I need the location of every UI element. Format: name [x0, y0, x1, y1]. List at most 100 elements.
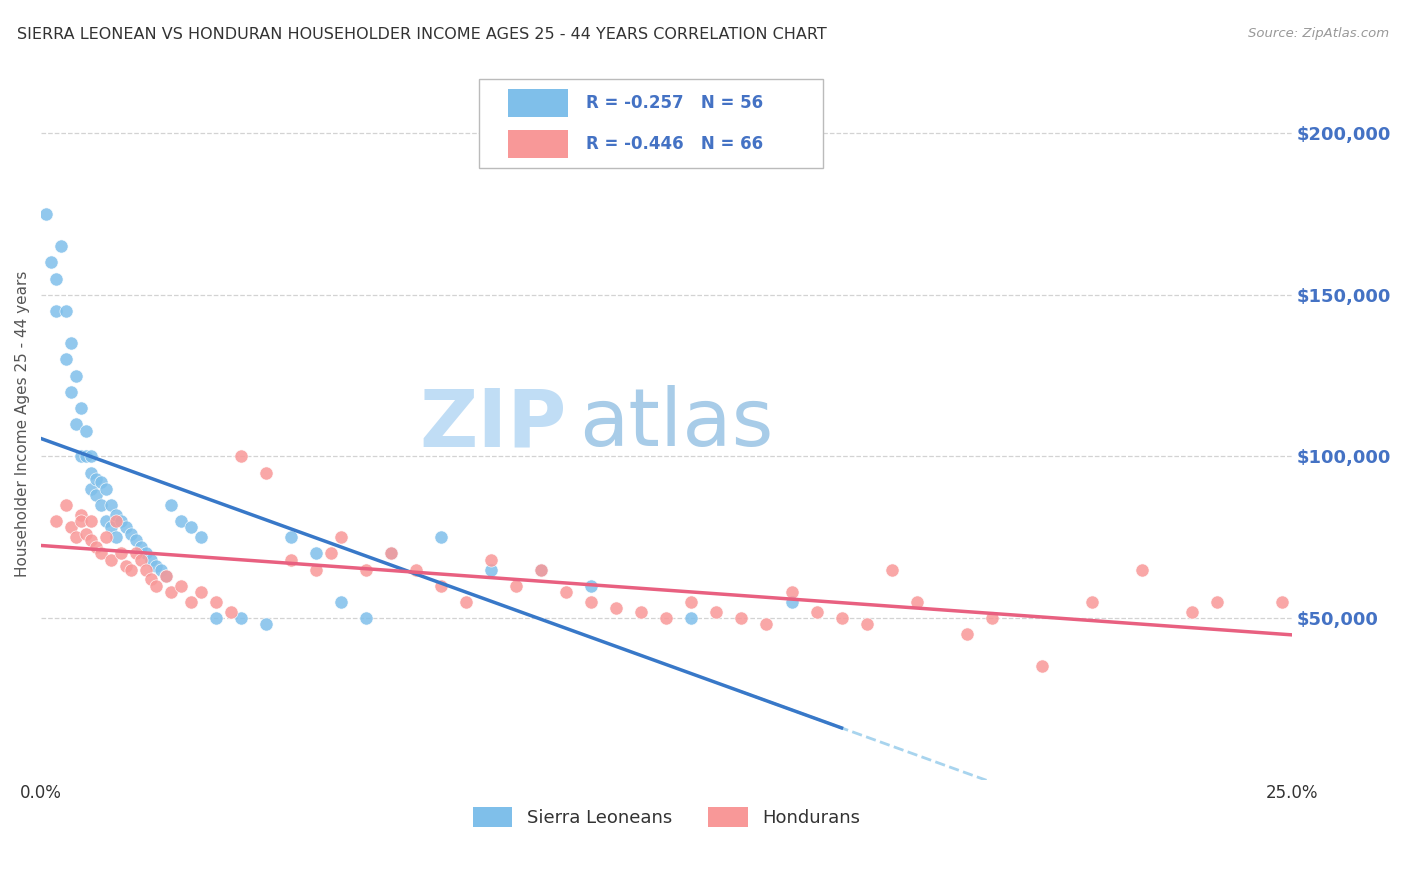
- Point: [60, 336, 83, 351]
- Point: [120, 562, 142, 576]
- Point: [730, 611, 752, 625]
- Point: [1205, 595, 1227, 609]
- Point: [170, 579, 193, 593]
- Point: [430, 530, 453, 544]
- Point: [1031, 659, 1053, 673]
- Point: [145, 559, 167, 574]
- Point: [1130, 562, 1153, 576]
- Point: [120, 527, 142, 541]
- Point: [110, 546, 132, 560]
- Point: [530, 562, 553, 576]
- FancyBboxPatch shape: [479, 79, 823, 168]
- Point: [780, 595, 803, 609]
- Point: [630, 605, 652, 619]
- Point: [430, 579, 453, 593]
- Point: [190, 530, 212, 544]
- Point: [219, 605, 242, 619]
- Point: [84, 472, 107, 486]
- Point: [90, 498, 112, 512]
- Point: [555, 585, 578, 599]
- Point: [84, 488, 107, 502]
- Point: [35, 207, 58, 221]
- Point: [100, 498, 122, 512]
- Point: [115, 520, 138, 534]
- Point: [100, 520, 122, 534]
- Text: SIERRA LEONEAN VS HONDURAN HOUSEHOLDER INCOME AGES 25 - 44 YEARS CORRELATION CHA: SIERRA LEONEAN VS HONDURAN HOUSEHOLDER I…: [17, 27, 827, 42]
- Point: [90, 546, 112, 560]
- Point: [905, 595, 928, 609]
- Point: [980, 611, 1002, 625]
- Point: [530, 562, 553, 576]
- Point: [380, 546, 402, 560]
- Text: R = -0.257   N = 56: R = -0.257 N = 56: [586, 95, 763, 112]
- Point: [706, 605, 728, 619]
- Point: [105, 530, 128, 544]
- Point: [80, 450, 103, 464]
- Point: [129, 553, 152, 567]
- Point: [55, 498, 77, 512]
- Point: [231, 450, 253, 464]
- FancyBboxPatch shape: [508, 130, 568, 158]
- Point: [45, 271, 67, 285]
- Point: [135, 546, 157, 560]
- Point: [456, 595, 478, 609]
- Point: [880, 562, 903, 576]
- Point: [280, 553, 302, 567]
- Point: [356, 562, 378, 576]
- Point: [80, 533, 103, 548]
- Point: [70, 514, 93, 528]
- Point: [115, 559, 138, 574]
- Point: [80, 514, 103, 528]
- Point: [125, 533, 148, 548]
- Point: [505, 579, 527, 593]
- Point: [70, 508, 93, 522]
- Point: [831, 611, 853, 625]
- Point: [125, 546, 148, 560]
- Y-axis label: Householder Income Ages 25 - 44 years: Householder Income Ages 25 - 44 years: [15, 271, 30, 577]
- Point: [655, 611, 678, 625]
- Point: [75, 450, 97, 464]
- Point: [681, 611, 703, 625]
- Point: [160, 498, 183, 512]
- Point: [141, 553, 163, 567]
- Point: [581, 595, 603, 609]
- Point: [356, 611, 378, 625]
- Point: [205, 611, 228, 625]
- Point: [105, 514, 128, 528]
- Point: [84, 540, 107, 554]
- Point: [65, 530, 87, 544]
- Point: [231, 611, 253, 625]
- Point: [605, 601, 627, 615]
- Point: [60, 384, 83, 399]
- Point: [94, 482, 117, 496]
- Point: [1181, 605, 1204, 619]
- Point: [55, 304, 77, 318]
- Point: [45, 514, 67, 528]
- Point: [305, 562, 328, 576]
- Point: [39, 255, 62, 269]
- Point: [129, 540, 152, 554]
- Point: [581, 579, 603, 593]
- Point: [479, 553, 502, 567]
- Point: [94, 514, 117, 528]
- Point: [75, 527, 97, 541]
- Point: [405, 562, 427, 576]
- Point: [100, 553, 122, 567]
- Point: [190, 585, 212, 599]
- Point: [155, 569, 177, 583]
- Point: [170, 514, 193, 528]
- Point: [60, 520, 83, 534]
- Point: [254, 466, 277, 480]
- Point: [141, 572, 163, 586]
- Point: [681, 595, 703, 609]
- Point: [105, 508, 128, 522]
- Point: [321, 546, 343, 560]
- Point: [75, 424, 97, 438]
- Point: [330, 530, 353, 544]
- Point: [855, 617, 877, 632]
- Point: [70, 401, 93, 415]
- Point: [806, 605, 828, 619]
- Point: [479, 562, 502, 576]
- Point: [45, 304, 67, 318]
- Point: [90, 475, 112, 490]
